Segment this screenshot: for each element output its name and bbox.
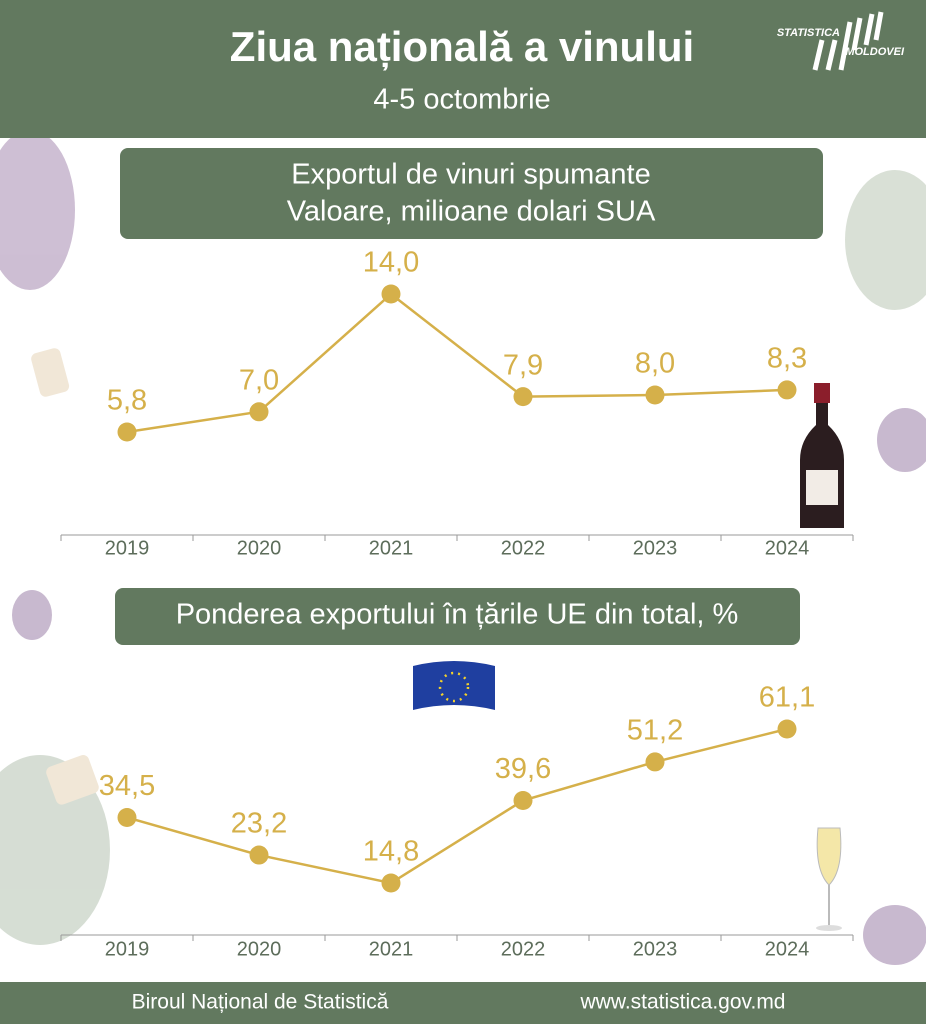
logo: STATISTICA MOLDOVEI [777,11,905,71]
series-line [126,292,788,434]
x-tick-label: 2020 [237,537,282,559]
grapes-left [0,130,75,290]
x-tick-label: 2021 [369,537,414,559]
cork [46,755,99,805]
chart-title: Exportul de vinuri spumante [291,159,650,191]
data-label: 8,3 [767,343,807,375]
footer-left: Biroul Național de Statistică [132,991,389,1014]
data-point [645,752,665,772]
data-label: 14,8 [363,836,419,868]
leaf-right [845,170,926,310]
series-line [126,727,788,885]
x-tick-label: 2024 [765,938,810,960]
chart-subtitle: Valoare, milioane dolari SUA [287,196,656,228]
data-label: 39,6 [495,753,551,785]
grape-right [877,408,926,472]
eu-flag [413,661,495,710]
chart-title-box [120,148,823,239]
chart-title: Ponderea exportului în țările UE din tot… [176,599,739,631]
data-label: 14,0 [363,247,419,279]
flag-stars [438,671,470,703]
x-tick-label: 2022 [501,537,546,559]
cork [31,348,70,397]
header-subtitle: 4-5 octombrie [373,84,550,116]
logo-bottom: MOLDOVEI [845,46,905,58]
flag-field [413,661,495,710]
data-point [513,387,533,407]
header-title: Ziua națională a vinului [230,23,694,71]
x-tick-label: 2019 [105,537,150,559]
data-label: 8,0 [635,348,675,380]
data-point [777,380,797,400]
x-tick-label: 2023 [633,938,678,960]
data-point [381,873,401,893]
x-tick-label: 2021 [369,938,414,960]
data-label: 5,8 [107,385,147,417]
leaf-left [0,755,110,945]
data-label: 23,2 [231,808,287,840]
x-tick-label: 2023 [633,537,678,559]
glass-bowl [816,827,842,886]
header-band [0,0,926,138]
grape-bottom-right [863,905,926,965]
data-point [249,402,269,422]
logo-bars [812,11,884,71]
footer-band [0,982,926,1024]
data-point [117,422,137,442]
bottle-label [806,470,838,505]
x-tick-label: 2019 [105,938,150,960]
glass-foot [816,925,842,931]
data-point [777,719,797,739]
data-label: 51,2 [627,715,683,747]
wine-bottle [800,383,844,528]
decorations [0,130,926,965]
data-point [249,845,269,865]
data-label: 34,5 [99,770,155,802]
data-point [381,284,401,304]
footer-right: www.statistica.gov.md [579,991,785,1014]
data-label: 7,9 [503,349,543,381]
logo-top: STATISTICA [777,27,840,39]
chart-title-box [115,588,800,645]
grape-left [12,590,52,640]
bottle-cap [814,383,830,403]
x-tick-label: 2024 [765,537,810,559]
data-label: 61,1 [759,682,815,714]
data-point [513,791,533,811]
data-point [117,807,137,827]
data-label: 7,0 [239,364,279,396]
x-tick-label: 2020 [237,938,282,960]
champagne-glass [816,827,842,931]
data-point [645,385,665,405]
x-tick-label: 2022 [501,938,546,960]
